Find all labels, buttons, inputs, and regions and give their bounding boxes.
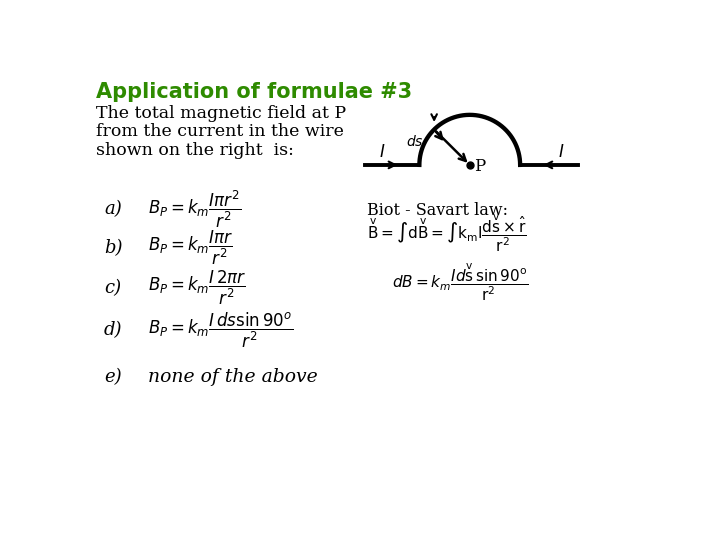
Text: none of the above: none of the above: [148, 368, 318, 386]
Text: a): a): [104, 200, 122, 219]
Text: $B_P = k_m \dfrac{I \pi r^2}{r^2}$: $B_P = k_m \dfrac{I \pi r^2}{r^2}$: [148, 189, 241, 230]
Text: shown on the right  is:: shown on the right is:: [96, 142, 294, 159]
Text: e): e): [104, 368, 122, 386]
Text: c): c): [104, 279, 121, 297]
Text: d): d): [104, 321, 122, 340]
Text: Application of formulae #3: Application of formulae #3: [96, 82, 413, 102]
Text: b): b): [104, 239, 122, 257]
Text: P: P: [474, 158, 486, 175]
Text: $I$: $I$: [558, 144, 564, 161]
Text: from the current in the wire: from the current in the wire: [96, 123, 344, 140]
Text: $dB = k_m \dfrac{I d\overset{\sf v}{s}\, \sin 90^{o}}{r^2}$: $dB = k_m \dfrac{I d\overset{\sf v}{s}\,…: [392, 261, 528, 303]
Text: $ds$: $ds$: [405, 134, 423, 149]
Text: $B_P = k_m \dfrac{I \pi r}{r^2}$: $B_P = k_m \dfrac{I \pi r}{r^2}$: [148, 229, 233, 267]
Text: $B_P = k_m \dfrac{I\,ds\sin 90^{o}}{r^2}$: $B_P = k_m \dfrac{I\,ds\sin 90^{o}}{r^2}…: [148, 311, 293, 350]
Text: $B_P = k_m \dfrac{I\, 2\pi r}{r^2}$: $B_P = k_m \dfrac{I\, 2\pi r}{r^2}$: [148, 269, 247, 307]
Text: Biot - Savart law:: Biot - Savart law:: [367, 202, 508, 219]
Text: $I$: $I$: [379, 144, 385, 161]
Text: $\overset{\sf v}{B} = \int d\overset{\sf v}{B} = \int k_m I \dfrac{d\overset{\sf: $\overset{\sf v}{B} = \int d\overset{\sf…: [367, 213, 527, 254]
Text: The total magnetic field at P: The total magnetic field at P: [96, 105, 346, 122]
